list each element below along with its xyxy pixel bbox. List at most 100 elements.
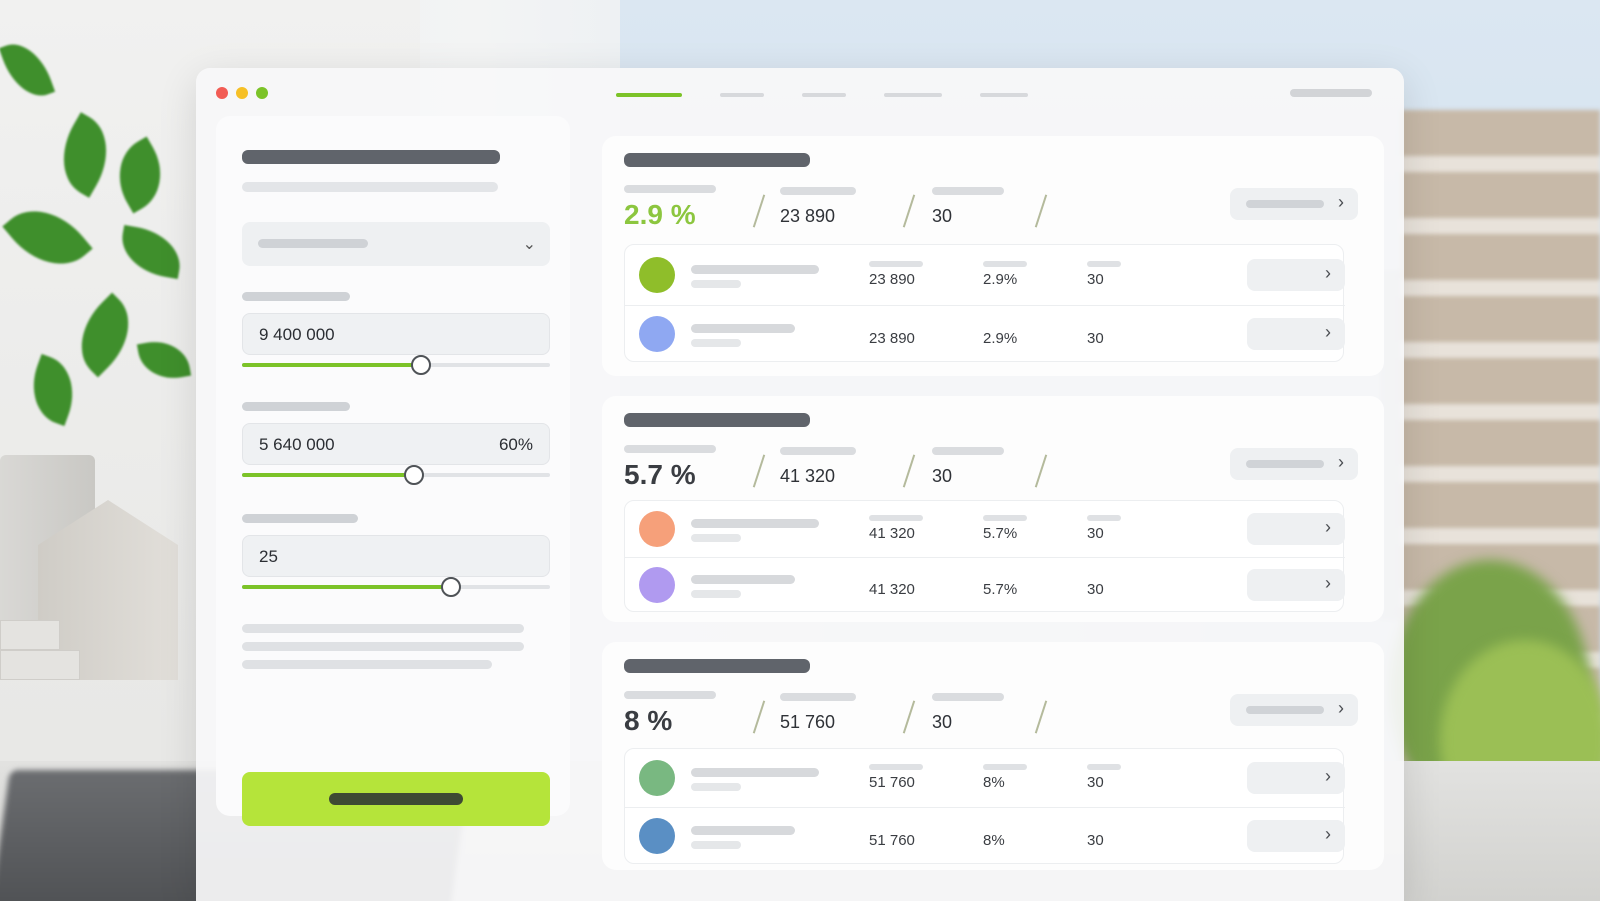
offer-rate: 5.7 % [624,459,696,490]
row-rate: 2.9% [983,330,1018,347]
divider [902,700,916,734]
lender-logo [639,567,675,603]
parameters-panel: ⌄ 9 400 000 5 640 000 60% 25 [216,116,570,826]
offer-rate: 8 % [624,705,673,736]
row-rate: 2.9% [983,271,1018,288]
chevron-right-icon: › [1325,322,1331,342]
row-payment: 23 890 [869,330,915,347]
offer-title [624,659,810,673]
view-offer-button[interactable]: › [1230,694,1358,726]
lender-detail [691,534,741,542]
chevron-right-icon: › [1325,824,1331,844]
lender-name [691,768,819,777]
term-slider[interactable] [242,577,550,597]
term-label [242,514,358,523]
chevron-right-icon: › [1325,573,1331,593]
offer-term: 30 [932,712,953,732]
divider [1034,454,1048,488]
divider [752,194,766,228]
divider [1034,194,1048,228]
lender-detail [691,280,741,288]
row-term: 30 [1087,525,1104,542]
table-row[interactable]: 23 890 2.9% 30 › [625,305,1345,361]
payment-label [780,447,856,455]
lender-logo [639,316,675,352]
lender-detail [691,339,741,347]
view-offer-button[interactable]: › [1230,448,1358,480]
nav-tab-4[interactable] [884,93,942,97]
down-payment-field[interactable]: 5 640 000 60% [242,423,550,465]
offer-payment: 23 890 [780,206,836,226]
app-window: ⌄ 9 400 000 5 640 000 60% 25 [196,68,1404,901]
amount-slider[interactable] [242,355,550,375]
amount-label [242,292,350,301]
offer-title [624,153,810,167]
term-value: 25 [259,547,278,566]
minimize-window-dot[interactable] [236,87,248,99]
table-row[interactable]: 51 760 8% 30 › [625,749,1345,807]
offer-card: 8 % 51 760 30 › 51 760 8% 30 › [602,642,1384,870]
row-details-button[interactable]: › [1247,318,1345,350]
chevron-right-icon: › [1338,452,1344,472]
row-rate: 5.7% [983,581,1018,598]
row-rate: 5.7% [983,525,1018,542]
term-slider-thumb[interactable] [441,577,462,597]
offer-title [624,413,810,427]
term-field[interactable]: 25 [242,535,550,577]
row-details-button[interactable]: › [1247,820,1345,852]
row-term: 30 [1087,832,1104,849]
row-term: 30 [1087,271,1104,288]
rate-label [624,445,716,453]
chevron-down-icon: ⌄ [522,236,536,253]
product-select[interactable]: ⌄ [242,222,550,266]
offer-term: 30 [932,466,953,486]
close-window-dot[interactable] [216,87,228,99]
term-label [932,693,1004,701]
row-payment: 51 760 [869,774,915,791]
table-row[interactable]: 41 320 5.7% 30 › [625,557,1345,611]
row-details-button[interactable]: › [1247,513,1345,545]
payment-label [780,693,856,701]
panel-title [242,150,500,164]
row-details-button[interactable]: › [1247,762,1345,794]
offer-rows: 23 890 2.9% 30 › 23 890 2.9% 30 › [624,244,1345,362]
nav-tab-2[interactable] [720,93,764,97]
table-row[interactable]: 51 760 8% 30 › [625,807,1345,863]
row-payment: 51 760 [869,832,915,849]
row-payment: 23 890 [869,271,915,288]
account-link[interactable] [1290,89,1372,97]
chevron-right-icon: › [1325,263,1331,283]
divider [752,454,766,488]
table-row[interactable]: 23 890 2.9% 30 › [625,245,1345,305]
amount-field[interactable]: 9 400 000 [242,313,550,355]
offer-card: 2.9 % 23 890 30 › 23 890 2.9% 30 › [602,136,1384,376]
table-row[interactable]: 41 320 5.7% 30 › [625,501,1345,557]
down-payment-slider[interactable] [242,465,550,485]
down-payment-slider-thumb[interactable] [404,465,425,485]
amount-value: 9 400 000 [259,325,335,344]
row-details-button[interactable]: › [1247,259,1345,291]
chevron-right-icon: › [1338,192,1344,212]
offer-rows: 41 320 5.7% 30 › 41 320 5.7% 30 › [624,500,1345,612]
amount-slider-thumb[interactable] [410,355,431,375]
calculate-button[interactable] [242,772,550,826]
payment-label [780,187,856,195]
maximize-window-dot[interactable] [256,87,268,99]
view-offer-button[interactable]: › [1230,188,1358,220]
top-nav [616,93,1028,97]
row-term: 30 [1087,330,1104,347]
window-controls [216,87,268,99]
nav-tab-1[interactable] [616,93,682,97]
nav-tab-5[interactable] [980,93,1028,97]
lender-detail [691,783,741,791]
offer-card: 5.7 % 41 320 30 › 41 320 5.7% 30 › [602,396,1384,622]
lender-logo [639,257,675,293]
row-payment: 41 320 [869,581,915,598]
lender-logo [639,511,675,547]
term-label [932,187,1004,195]
lender-name [691,519,819,528]
nav-tab-3[interactable] [802,93,846,97]
chevron-right-icon: › [1325,517,1331,537]
row-details-button[interactable]: › [1247,569,1345,601]
term-label [932,447,1004,455]
